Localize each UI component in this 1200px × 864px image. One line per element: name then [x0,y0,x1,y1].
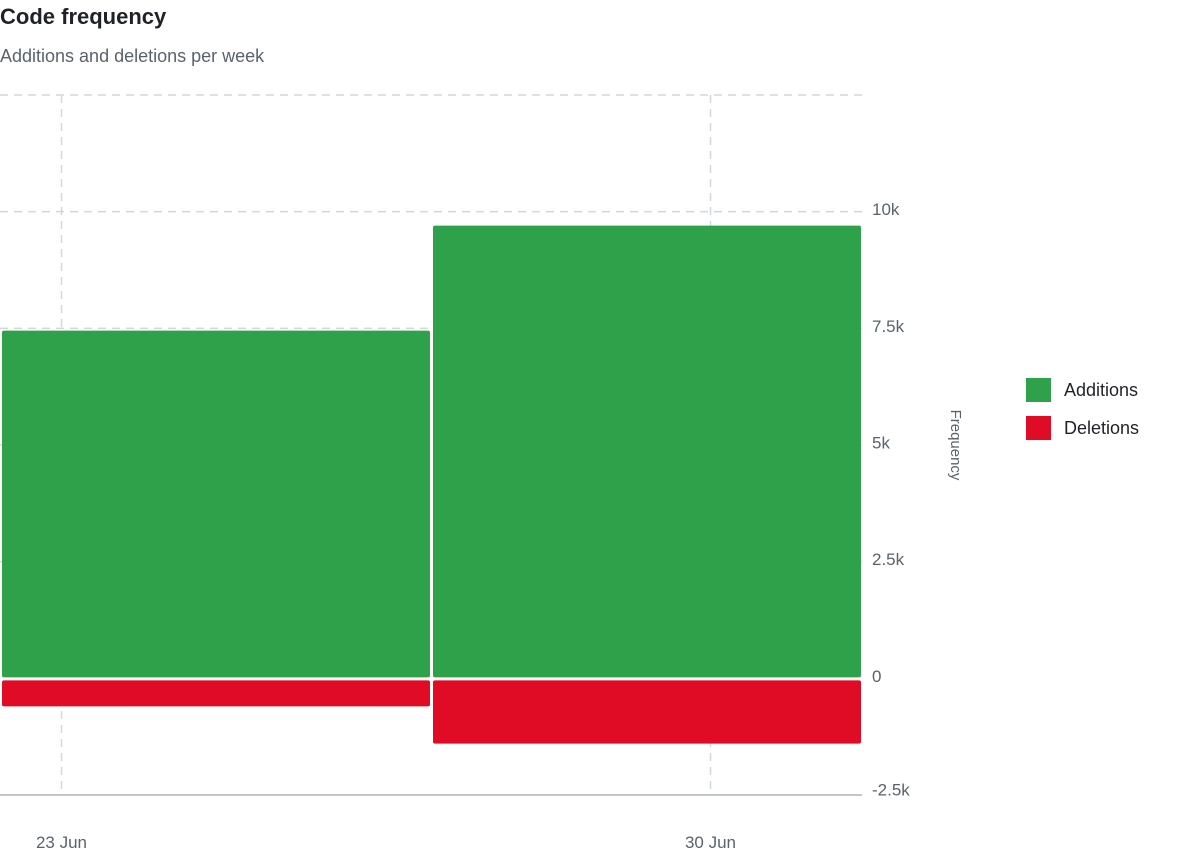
code-frequency-chart: -2.5k 0 2.5k 5k 7.5k 10k 23 Jun 30 Jun Frequency [0,94,964,852]
x-tick-label: 23 Jun [36,833,87,852]
axes: -2.5k 0 2.5k 5k 7.5k 10k 23 Jun 30 Jun Frequency [0,200,964,852]
legend-label: Additions [1064,379,1139,400]
bar-additions-23-jun[interactable] [2,330,430,678]
x-tick-label: 30 Jun [685,833,736,852]
chart-title: Code frequency [0,4,167,29]
y-tick-label: 10k [872,200,900,219]
y-axis-label: Frequency [947,410,964,481]
y-tick-label: 7.5k [872,317,905,336]
legend: Additions Deletions [1026,378,1139,454]
bar-additions-30-jun[interactable] [433,225,861,678]
bar-deletions-30-jun[interactable] [433,680,861,744]
y-tick-label: 2.5k [872,550,905,569]
y-tick-label: 0 [872,667,881,686]
legend-label: Deletions [1064,417,1140,438]
bar-deletions-23-jun[interactable] [2,680,430,707]
legend-swatch-deletions [1026,416,1051,440]
legend-swatch-additions [1026,378,1051,402]
bars [2,225,861,744]
y-tick-label: -2.5k [872,780,910,799]
legend-item-deletions[interactable]: Deletions [1026,416,1139,440]
y-tick-label: 5k [872,433,890,452]
legend-item-additions[interactable]: Additions [1026,378,1139,402]
chart-subtitle: Additions and deletions per week [0,46,265,66]
